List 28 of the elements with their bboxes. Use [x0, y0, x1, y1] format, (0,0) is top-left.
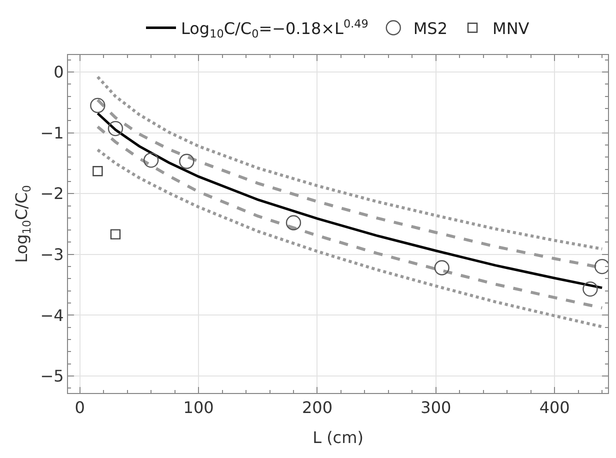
x-tick-label: 200	[302, 398, 333, 418]
point	[110, 229, 121, 240]
y-tick-label: −4	[40, 306, 64, 325]
point	[179, 154, 194, 169]
legend-label: MNV	[492, 19, 530, 38]
line-series	[96, 148, 604, 328]
x-tick-label: 300	[420, 398, 452, 418]
point	[434, 260, 450, 276]
y-tick-label: −3	[40, 245, 64, 264]
point	[594, 258, 608, 274]
legend-label: Log$_{10}$C/C$_{0}$=−0.18×L$^{0.49}$	[181, 17, 368, 40]
y-tick-label: −1	[40, 123, 64, 142]
y-tick-label: −5	[40, 366, 64, 386]
x-axis-title: L (cm)	[312, 428, 364, 447]
point	[108, 120, 124, 136]
point	[286, 215, 302, 230]
line-series	[96, 75, 604, 250]
x-tick-label: 100	[183, 398, 214, 418]
point	[582, 281, 598, 297]
legend-label: MS2	[413, 19, 448, 38]
y-tick-label: −2	[40, 184, 64, 204]
point	[90, 98, 106, 114]
y-tick-label: 0	[54, 62, 64, 82]
point	[143, 152, 159, 168]
line-series	[96, 125, 604, 310]
point	[92, 166, 103, 176]
x-tick-label: 0	[74, 398, 85, 418]
x-tick-label: 400	[539, 398, 570, 418]
